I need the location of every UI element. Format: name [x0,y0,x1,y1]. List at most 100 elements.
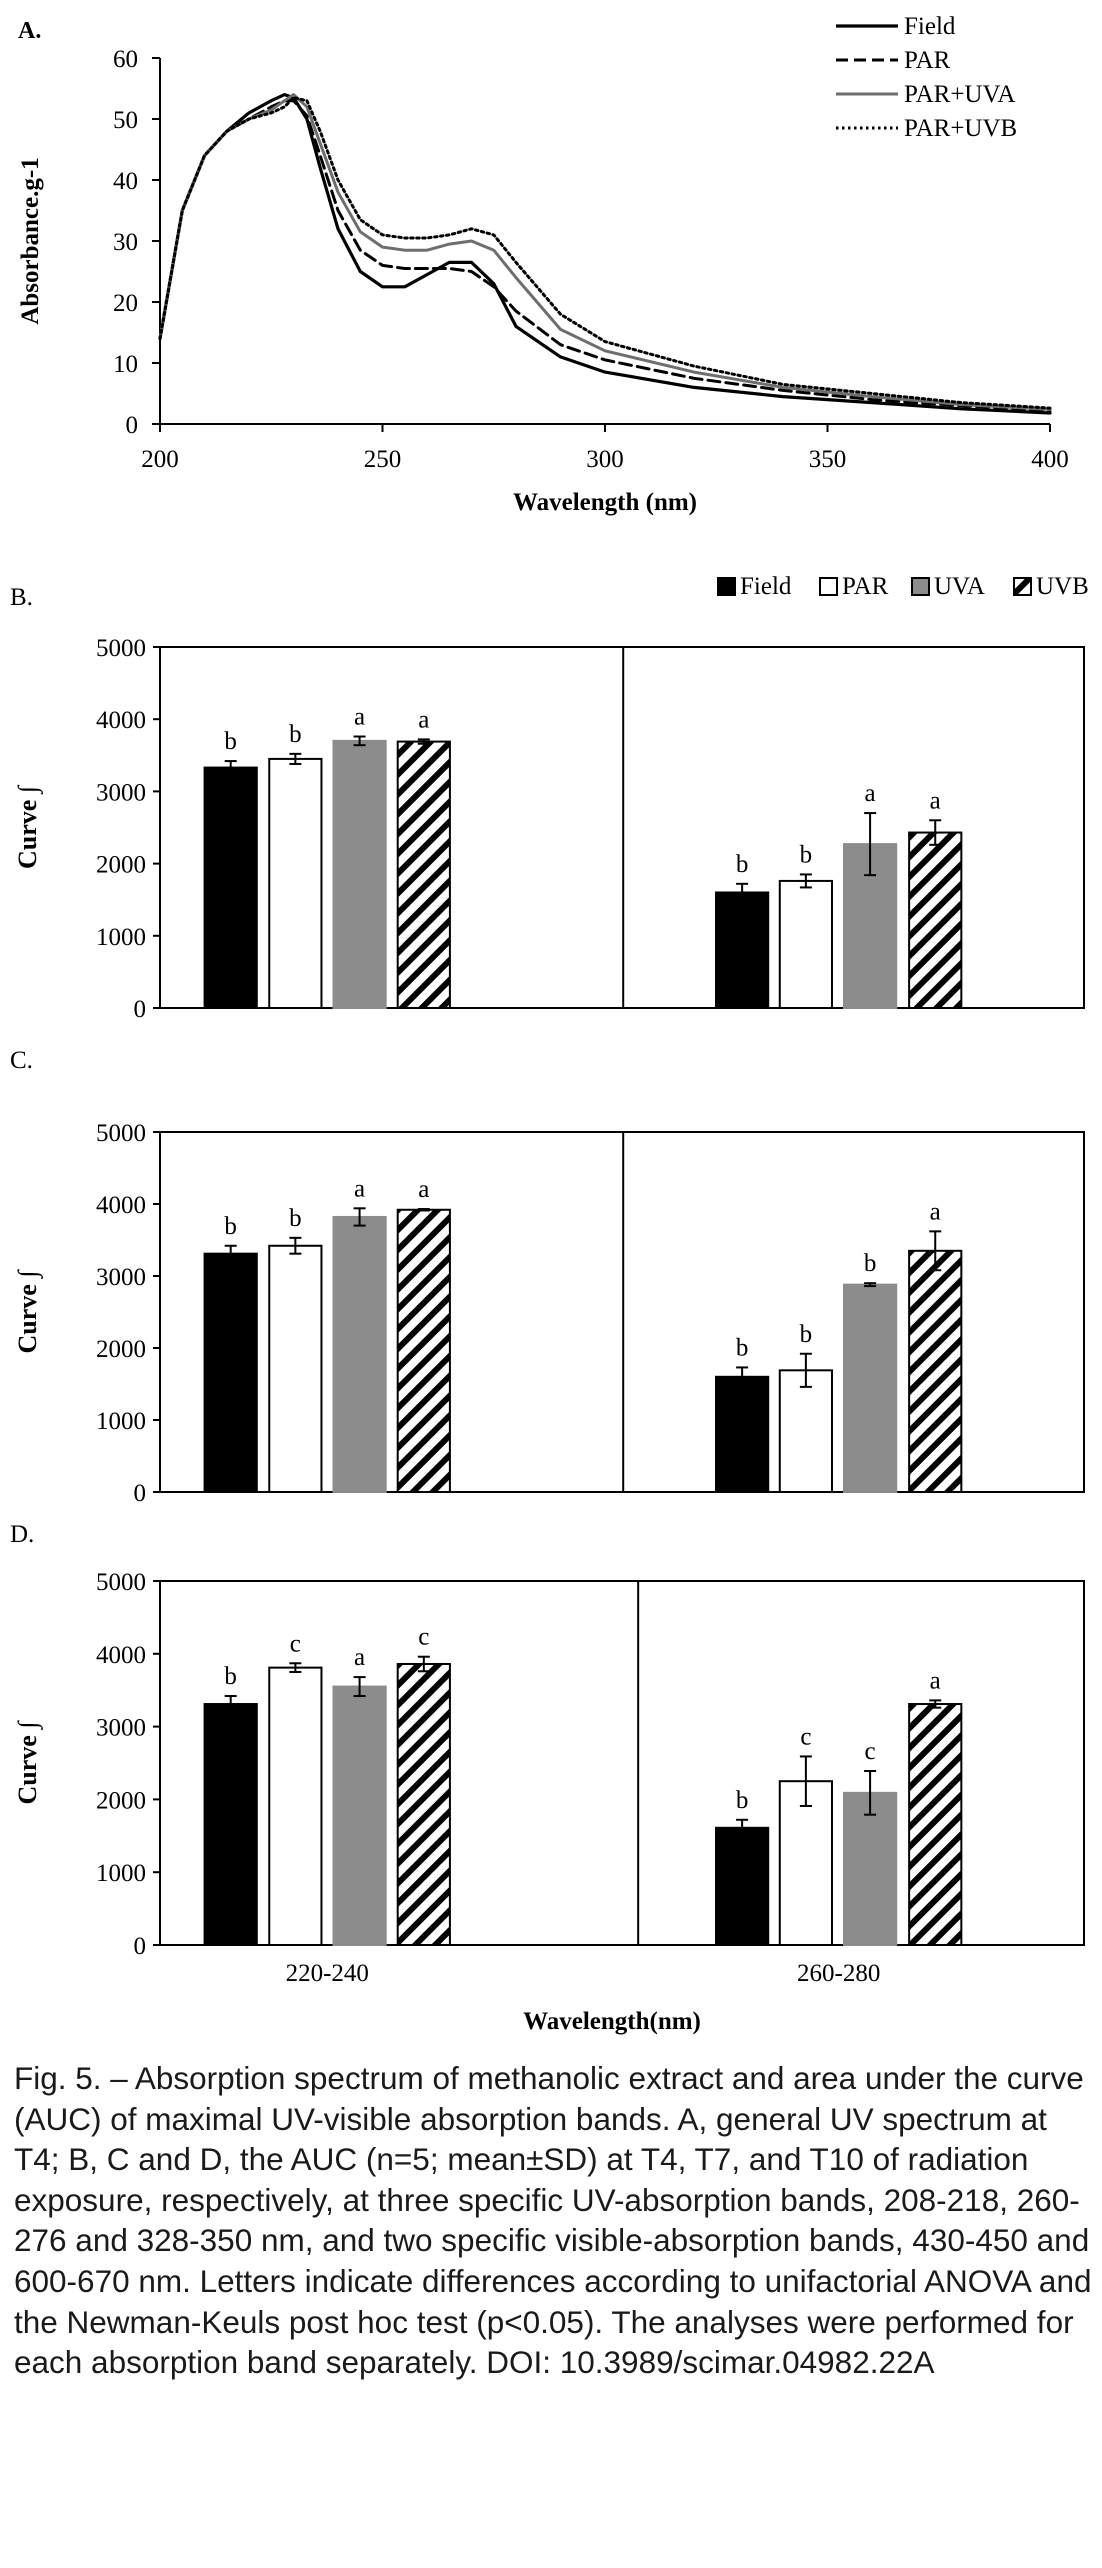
y-tick-label: 10 [113,351,138,378]
plot-frame [159,1580,1085,1946]
bar-field [203,1703,258,1946]
bar-uvb [908,1703,963,1946]
y-tick-label: 2000 [96,1336,146,1363]
y-tick-label: 60 [113,46,138,73]
y-axis-title: Curve ∫ [13,1720,43,1805]
y-tick-label: 20 [113,290,138,317]
bar-uvb [396,1662,451,1946]
legend-swatch [911,577,930,596]
x-axis-title: Wavelength (nm) [513,489,697,516]
y-tick-label: 4000 [96,1642,146,1669]
significance-letter: c [800,1723,811,1750]
plot-frame [159,1131,1085,1493]
significance-letter: b [800,1321,813,1348]
figure-caption: Fig. 5. – Absorption spectrum of methano… [14,2060,1092,2381]
legend-swatch [717,577,736,596]
significance-letter: b [224,1663,237,1690]
y-tick-label: 2000 [96,1787,146,1814]
bar-field [203,766,258,1009]
significance-letter: b [864,1250,877,1277]
y-tick-label: 40 [113,168,138,195]
legend-label: PAR [842,573,889,600]
significance-letter: c [290,1630,301,1657]
bar-chart-panel-c: C. 0 1000 2000 3000 4000 5000 Curve ∫ b b b b a b a a [10,1047,1085,1507]
y-tick-label: 3000 [96,779,146,806]
significance-letter: a [930,1667,941,1694]
bar-field [715,1375,770,1494]
panel-label: B. [10,584,33,611]
significance-letter: c [418,1624,429,1651]
bar-field [203,1252,258,1494]
panel-label: A. [18,18,41,44]
significance-letter: b [224,728,237,755]
x-tick-label: 220-240 [286,1960,369,1987]
bar-par [268,757,323,1009]
bar-uva [332,1215,387,1493]
significance-letter: a [930,787,941,814]
legend-label: UVB [1036,573,1089,600]
significance-letter: b [736,1787,749,1814]
y-tick-label: 50 [113,107,138,134]
figure-canvas: A. 0 10 20 30 40 50 60 200 250 300 350 400 Wavelength… [10,13,1089,2035]
bar-field [715,891,770,1009]
series-line-par-uvb [158,96,1052,410]
bar-uva [842,1283,898,1494]
x-tick-label: 300 [586,446,624,473]
x-tick-label: 350 [809,446,847,473]
legend-swatch [1013,577,1032,596]
legend-label: PAR+UVB [904,115,1017,142]
significance-letter: a [930,1198,941,1225]
significance-letter: b [736,851,749,878]
y-tick-label: 1000 [96,924,146,951]
y-tick-label: 5000 [96,1569,146,1596]
bar-uvb [396,740,451,1009]
significance-letter: a [354,1644,365,1671]
bar-par [268,1244,323,1494]
y-tick-label: 4000 [96,1192,146,1219]
y-tick-label: 2000 [96,852,146,879]
panel-label: D. [10,1521,34,1548]
legend-label: UVA [934,573,985,600]
line-chart-panel-a: A. 0 10 20 30 40 50 60 200 250 300 350 400 Wavelength… [17,13,1069,516]
x-tick-label: 250 [364,446,402,473]
bar-uva [842,1791,898,1947]
y-tick-label: 4000 [96,707,146,734]
series-line-par [158,99,1052,413]
bar-uva [332,739,387,1009]
x-tick-label: 400 [1031,446,1069,473]
legend-label: Field [904,13,956,40]
y-tick-label: 5000 [96,635,146,662]
legend-swatch [819,577,838,596]
y-tick-label: 0 [134,1480,147,1507]
legend-label: Field [740,573,792,600]
y-tick-label: 30 [113,229,138,256]
y-tick-label: 3000 [96,1715,146,1742]
significance-letter: c [865,1738,876,1765]
y-tick-label: 5000 [96,1120,146,1147]
y-axis-title: Absorbance.g-1 [17,157,44,324]
bar-uvb [908,1249,963,1494]
panel-label: C. [10,1047,33,1074]
series-line-field [158,92,1052,415]
y-tick-label: 1000 [96,1408,146,1435]
significance-letter: a [418,706,429,733]
y-tick-label: 0 [134,996,147,1023]
significance-letter: a [865,780,876,807]
y-tick-label: 0 [134,1933,147,1960]
significance-letter: b [800,841,813,868]
bar-par [778,879,833,1009]
y-axis-title: Curve ∫ [13,1269,43,1354]
bar-par [778,1780,833,1946]
y-tick-label: 1000 [96,1860,146,1887]
bar-field [715,1826,770,1946]
y-tick-label: 0 [126,412,139,439]
bar-par [778,1369,833,1493]
plot-frame [159,646,1085,1009]
significance-letter: a [354,704,365,731]
bar-chart-panel-b: B. 0 1000 2000 3000 4000 5000 Curve ∫ b b b b a a a a Fi… [10,573,1089,1023]
bar-chart-panel-d: D. 0 1000 2000 3000 4000 5000 Curve ∫ b b c c a c c a 22… [10,1521,1085,2035]
legend-label: PAR+UVA [904,81,1015,108]
y-axis-title: Curve ∫ [13,784,43,869]
y-tick-label: 3000 [96,1264,146,1291]
bar-uvb [396,1208,451,1493]
